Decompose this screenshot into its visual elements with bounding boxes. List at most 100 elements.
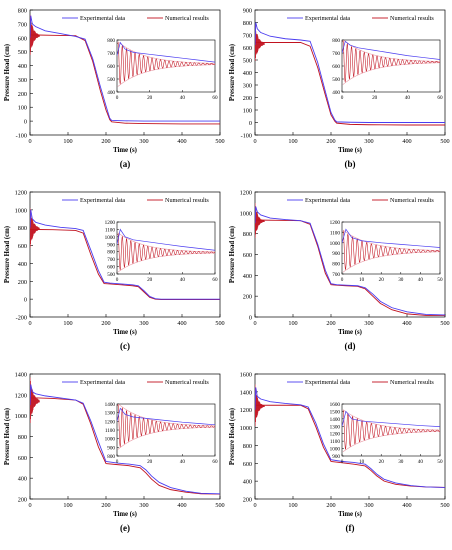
x-axis-label: Time (s) [113, 147, 137, 154]
inset-y-tick-label: 800 [332, 262, 340, 268]
inset-y-tick-label: 700 [332, 51, 340, 57]
inset-y-tick-label: 800 [107, 250, 115, 256]
inset-x-tick-label: 40 [180, 277, 186, 283]
inset-y-tick-label: 800 [107, 454, 115, 460]
inset-numerical-results [117, 233, 215, 271]
y-tick-label: 200 [18, 279, 27, 286]
x-tick-label: 400 [177, 502, 186, 509]
x-tick-label: 300 [364, 502, 373, 509]
inset-x-tick-label: 60 [212, 459, 218, 465]
inset-y-tick-label: 1500 [330, 409, 341, 415]
inset-experimental-data [117, 41, 215, 63]
inset-x-tick-label: 30 [398, 277, 404, 283]
y-tick-label: 100 [18, 105, 27, 112]
x-tick-label: 0 [253, 138, 256, 145]
x-tick-label: 400 [177, 320, 186, 327]
x-tick-label: 0 [253, 502, 256, 509]
inset-y-tick-label: 1400 [105, 402, 116, 408]
x-tick-label: 500 [440, 320, 449, 327]
inset-experimental-data [342, 228, 440, 248]
x-tick-label: 500 [215, 138, 224, 145]
x-tick-label: 400 [177, 138, 186, 145]
x-tick-label: 100 [288, 138, 297, 145]
inset-y-tick-label: 600 [107, 64, 115, 70]
inset-y-tick-label: 900 [332, 251, 340, 257]
inset-x-tick-label: 0 [116, 95, 119, 101]
inset-y-tick-label: 1100 [330, 230, 341, 236]
x-tick-label: 300 [139, 502, 148, 509]
legend-numerical-label: Numerical results [165, 197, 209, 204]
y-tick-label: 600 [18, 243, 27, 250]
x-axis-label: Time (s) [338, 511, 362, 518]
inset-experimental-data [342, 40, 440, 60]
x-tick-label: 500 [215, 320, 224, 327]
inset-numerical-results [117, 404, 215, 448]
x-tick-label: 100 [63, 138, 72, 145]
inset-y-tick-label: 600 [107, 265, 115, 271]
inset-frame [116, 221, 216, 275]
inset-y-tick-label: 900 [107, 242, 115, 248]
y-tick-label: -200 [16, 315, 27, 322]
y-axis-label: Pressure Head (cm) [229, 408, 236, 465]
inset-x-tick-label: 0 [116, 277, 119, 283]
x-tick-label: 100 [63, 320, 72, 327]
y-tick-label: 600 [18, 455, 27, 462]
inset-x-tick-label: 0 [341, 459, 344, 465]
x-axis-label: Time (s) [338, 329, 362, 336]
inset-envelope-lower [342, 431, 440, 453]
y-tick-label: 800 [18, 434, 27, 441]
inset-plot: 400 500 600 700 800 0 20 40 60 [107, 38, 218, 101]
inset-numerical-results [342, 40, 440, 83]
inset-envelope-lower [117, 64, 215, 87]
inset-y-tick-label: 1300 [105, 411, 116, 417]
inset-x-tick-label: 60 [437, 95, 443, 101]
inset-y-tick-label: 1000 [330, 241, 341, 247]
legend-numerical-label: Numerical results [165, 379, 209, 386]
inset-envelope-lower [117, 426, 215, 450]
inset-y-tick-label: 500 [332, 77, 340, 83]
y-tick-label: 0 [249, 315, 252, 322]
plot-frame [29, 9, 221, 136]
x-tick-label: 0 [28, 138, 31, 145]
y-tick-label: 200 [243, 294, 252, 301]
inset-experimental-data [117, 228, 215, 251]
y-tick-label: 1200 [15, 392, 27, 399]
inset-y-tick-label: 500 [107, 77, 115, 83]
inset-y-tick-label: 1100 [105, 428, 116, 434]
inset-experimental-data [342, 410, 440, 428]
inset-x-tick-label: 0 [341, 95, 344, 101]
inset-y-tick-label: 600 [332, 64, 340, 70]
y-axis-label: Pressure Head (cm) [4, 226, 11, 283]
legend-experimental-label: Experimental data [80, 197, 125, 204]
inset-y-tick-label: 1200 [105, 419, 116, 425]
y-tick-label: 200 [18, 91, 27, 98]
x-axis-label: Time (s) [113, 511, 137, 518]
inset-x-tick-label: 20 [379, 277, 385, 283]
inset-y-tick-label: 500 [107, 272, 115, 278]
inset-y-tick-label: 900 [332, 454, 340, 460]
legend-numerical-label: Numerical results [390, 379, 434, 386]
inset-x-tick-label: 10 [359, 459, 365, 465]
y-axis-label: Pressure Head (cm) [4, 408, 11, 465]
inset-x-tick-label: 50 [437, 277, 443, 283]
numerical-transient [30, 208, 40, 248]
inset-x-tick-label: 0 [341, 277, 344, 283]
inset-y-tick-label: 1300 [330, 424, 341, 430]
inset-y-tick-label: 1600 [330, 402, 341, 408]
inset-x-tick-label: 40 [405, 95, 411, 101]
y-tick-label: 1000 [15, 413, 27, 420]
y-tick-label: 1200 [240, 407, 252, 414]
panel-label: (a) [120, 159, 131, 169]
inset-x-tick-label: 40 [418, 459, 424, 465]
numerical-transient [255, 25, 265, 61]
y-tick-label: 1400 [15, 372, 27, 379]
series-numerical-results [255, 42, 445, 126]
inset-envelope-upper [342, 229, 440, 251]
series-numerical-results [30, 34, 220, 125]
x-tick-label: 500 [440, 138, 449, 145]
x-tick-label: 500 [440, 502, 449, 509]
x-tick-label: 500 [215, 502, 224, 509]
y-tick-label: 800 [18, 8, 27, 15]
